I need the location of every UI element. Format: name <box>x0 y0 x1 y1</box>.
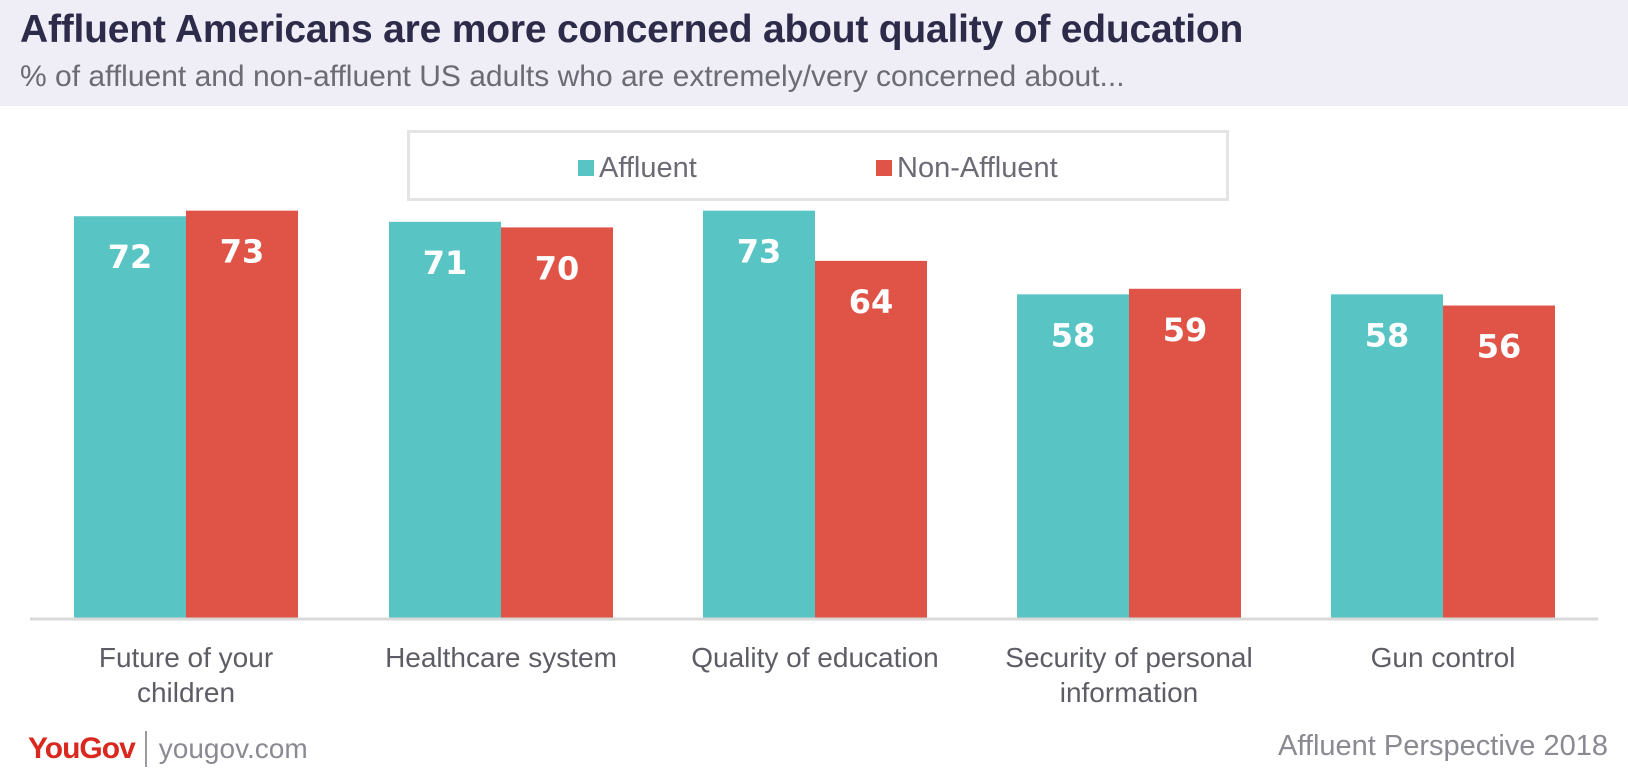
bar-non-affluent-1 <box>501 227 613 618</box>
category-label: Future of your <box>99 642 273 673</box>
bar-non-affluent-3 <box>1129 288 1241 618</box>
category-label: information <box>1060 677 1199 708</box>
bar-non-affluent-2 <box>815 260 927 618</box>
bar-affluent-3 <box>1017 294 1129 618</box>
header-band: Affluent Americans are more concerned ab… <box>0 0 1628 106</box>
site-url: yougov.com <box>158 733 308 764</box>
bar-non-affluent-4 <box>1443 305 1555 618</box>
logo-divider <box>144 731 147 767</box>
value-label: 71 <box>423 244 468 282</box>
bar-affluent-0 <box>74 216 186 619</box>
bar-affluent-1 <box>389 221 501 618</box>
category-label: Quality of education <box>691 642 939 673</box>
category-label: children <box>137 677 235 708</box>
value-label: 72 <box>108 238 153 276</box>
value-label: 73 <box>220 233 265 271</box>
bar-non-affluent-0 <box>186 210 298 618</box>
value-label: 58 <box>1365 316 1410 354</box>
value-label: 58 <box>1051 316 1096 354</box>
value-label: 70 <box>535 249 580 287</box>
legend-label-non-affluent: Non-Affluent <box>897 151 1058 184</box>
value-label: 59 <box>1163 311 1208 349</box>
legend-label-affluent: Affluent <box>599 151 697 184</box>
footer-brand: YouGov yougov.com <box>28 729 308 769</box>
yougov-logo: YouGov <box>28 732 136 765</box>
chart-title: Affluent Americans are more concerned ab… <box>20 8 1244 51</box>
bar-affluent-4 <box>1331 294 1443 618</box>
category-label: Gun control <box>1371 642 1516 673</box>
legend-swatch-non-affluent <box>876 160 892 176</box>
source-label: Affluent Perspective 2018 <box>1278 730 1608 762</box>
bar-chart: 72 73 Future of your children 71 70 Healthcare… <box>30 210 1598 708</box>
legend-item-affluent: Affluent <box>578 150 697 186</box>
value-label: 64 <box>849 283 894 321</box>
value-label: 73 <box>737 233 782 271</box>
legend-item-non-affluent: Non-Affluent <box>876 150 1058 186</box>
bar-affluent-2 <box>703 210 815 618</box>
chart-subtitle: % of affluent and non-affluent US adults… <box>20 60 1125 93</box>
legend-swatch-affluent <box>578 160 594 176</box>
legend: Affluent Non-Affluent <box>407 130 1229 201</box>
category-label: Healthcare system <box>385 642 617 673</box>
value-label: 56 <box>1477 328 1522 366</box>
category-label: Security of personal <box>1005 642 1252 673</box>
